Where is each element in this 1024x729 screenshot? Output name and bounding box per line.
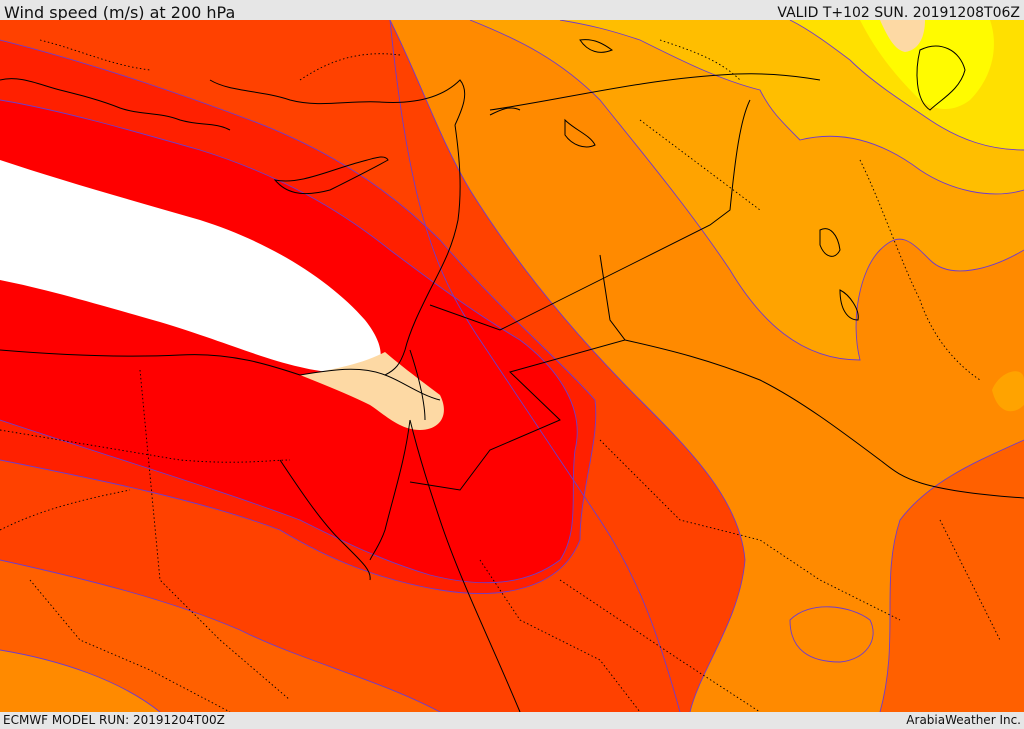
coastlines	[0, 39, 966, 712]
jet-core	[0, 160, 381, 373]
footer-bar: ECMWF MODEL RUN: 20191204T00Z ArabiaWeat…	[0, 712, 1024, 729]
map-title: Wind speed (m/s) at 200 hPa	[4, 3, 236, 22]
political-borders	[409, 73, 1024, 499]
title-bar: Wind speed (m/s) at 200 hPa VALID T+102 …	[0, 0, 1024, 22]
valid-time-label: VALID T+102 SUN. 20191208T06Z	[777, 5, 1020, 21]
wind-speed-map-svg	[0, 20, 1024, 712]
isotach-lines	[0, 20, 1024, 712]
band-mid-east-blob	[790, 606, 874, 662]
calm-patch-delta	[300, 352, 444, 430]
wind-speed-map	[0, 20, 1024, 712]
credit-label: ArabiaWeather Inc.	[906, 713, 1021, 727]
band-mid-sw	[0, 650, 160, 712]
internal-borders	[0, 39, 1001, 712]
calm-patch-north	[880, 20, 925, 52]
model-run-label: ECMWF MODEL RUN: 20191204T00Z	[3, 713, 225, 727]
band-mid-low-east-blob	[992, 371, 1024, 412]
